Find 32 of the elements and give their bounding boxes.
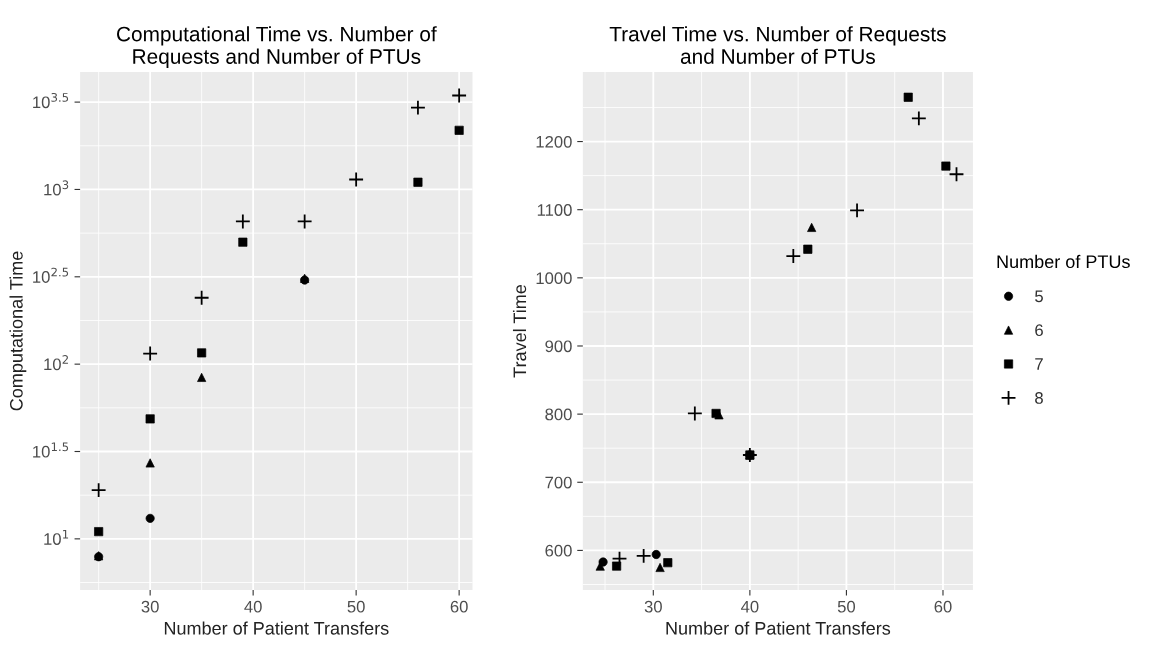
- y-tick-label: 800: [545, 408, 572, 421]
- y-tick-label: 10$^{2.5}$: [33, 267, 69, 283]
- x-tick-label: 40: [740, 600, 759, 613]
- legend-label: 6: [1035, 324, 1043, 337]
- y-tick-label: 1200: [536, 135, 572, 148]
- y-tick-label: 10$^{3.5}$: [33, 92, 69, 109]
- y-axis-title: Computational Time: [9, 251, 27, 411]
- x-axis-title: Number of Patient Transfers: [164, 621, 389, 635]
- x-tick-label: 60: [450, 600, 468, 613]
- y-tick-label: 900: [545, 340, 572, 353]
- y-axis-title: Travel Time: [512, 284, 527, 378]
- legend-label: 7: [1035, 358, 1043, 370]
- x-axis-title: Number of Patient Transfers: [666, 621, 891, 635]
- y-tick-label: 600: [545, 544, 572, 557]
- x-tick-label: 40: [244, 600, 262, 613]
- x-tick-label: 30: [141, 600, 159, 613]
- chart-title: Travel Time vs. Number of Requests and Number of PTUs: [609, 26, 946, 64]
- legend-label: 8: [1035, 392, 1043, 404]
- y-tick-label: 1000: [536, 272, 572, 285]
- x-tick-label: 30: [644, 600, 662, 613]
- y-tick-label: 10$^{1.5}$: [33, 442, 69, 458]
- x-tick-label: 50: [837, 600, 856, 613]
- y-tick-label: 1100: [537, 204, 572, 216]
- chart-title: Computational Time vs. Number of Requests and Number of PTUs: [117, 26, 437, 69]
- y-tick-label: 10$^{2}$: [44, 355, 68, 371]
- x-tick-label: 50: [347, 600, 365, 613]
- x-tick-label: 60: [934, 600, 952, 613]
- y-tick-label: 10$^{3}$: [44, 180, 69, 196]
- legend-title: Number of PTUs: [997, 254, 1130, 269]
- legend-label: 5: [1035, 290, 1043, 303]
- y-tick-label: 10$^{1}$: [44, 529, 69, 545]
- y-tick-label: 700: [545, 476, 572, 489]
